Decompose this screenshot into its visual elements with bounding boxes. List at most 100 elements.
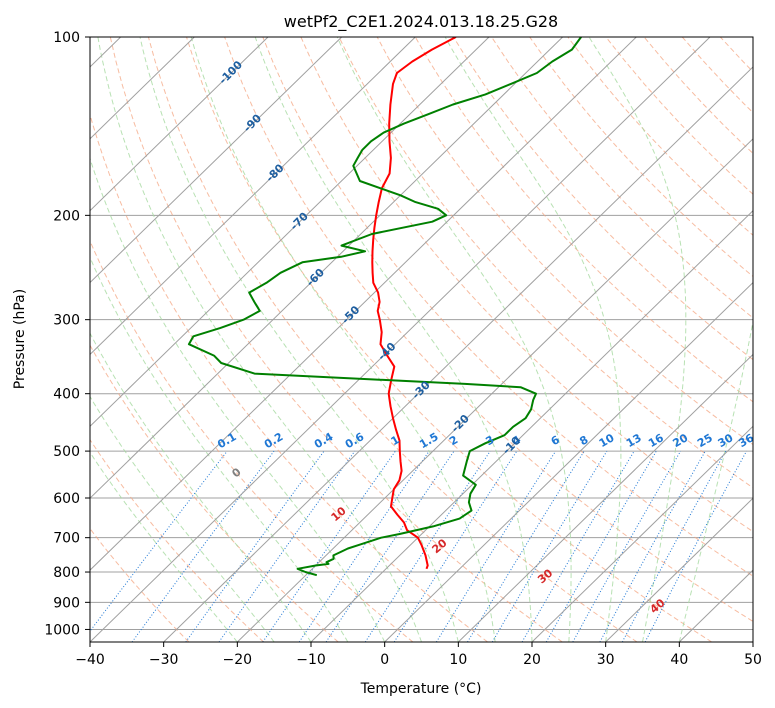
mixing-ratio-line (491, 450, 608, 642)
mixing-ratio-line (262, 450, 396, 642)
mixing-ratio-line (131, 450, 275, 642)
y-tick-label: 700 (53, 531, 80, 547)
plot-area: 0.1 0.2 0.4 0.6 1 1.5 2 3 4 6 8 10 13 16 20 25 30 3601020… (90, 37, 775, 642)
dry-adiabat (300, 37, 753, 533)
dry-adiabat (759, 37, 775, 642)
moist-adiabat (254, 37, 533, 642)
moist-adiabat (97, 37, 422, 642)
moist-adiabat-label: -100 (216, 58, 245, 87)
x-axis-title: Temperature (°C) (360, 681, 482, 697)
dry-adiabat (90, 438, 264, 642)
moist-adiabat (190, 37, 496, 642)
dry-adiabat (567, 37, 753, 236)
dry-adiabat (529, 37, 753, 278)
chart-title: wetPf2_C2E1.2024.013.18.25.G28 (284, 12, 558, 32)
mixing-ratio-label: 8 (577, 433, 590, 448)
y-tick-label: 500 (53, 444, 80, 460)
x-tick-label: −30 (149, 652, 179, 668)
isotherm (163, 66, 753, 642)
x-axis: −40 −30 −20 −10 0 10 20 30 40 50 (75, 642, 762, 668)
dry-adiabat (147, 37, 638, 642)
dry-adiabat-label: 0 (229, 465, 243, 480)
temperature-line (371, 37, 457, 570)
mixing-ratio-line (467, 450, 585, 642)
mixing-ratio-label: 30 (716, 431, 736, 450)
isotherm (90, 37, 490, 428)
isotherm (384, 281, 753, 642)
mixing-ratio-line (599, 450, 706, 642)
mixing-ratio-label: 1.5 (417, 430, 440, 451)
contour-labels: 0.1 0.2 0.4 0.6 1 1.5 2 3 4 6 8 10 13 16 20 25 30 3601020… (215, 58, 756, 616)
y-axis-title: Pressure (hPa) (12, 289, 28, 389)
y-tick-label: 600 (53, 491, 80, 507)
mixing-ratio-label: 36 (736, 431, 756, 450)
y-tick-label: 900 (53, 595, 80, 611)
mixing-ratio-line (545, 450, 657, 642)
isotherm (90, 37, 343, 284)
x-tick-label: 40 (670, 652, 688, 668)
moist-adiabat (336, 37, 572, 642)
mixing-ratio-label: 10 (597, 431, 617, 450)
mixing-ratio-line (185, 450, 325, 642)
isotherm (605, 497, 753, 642)
moist-adiabat (139, 37, 459, 642)
dry-adiabat (90, 112, 488, 642)
mixing-ratio-label: 13 (624, 431, 644, 450)
mixing-ratio-label: 0.1 (215, 430, 238, 451)
isotherm (90, 37, 637, 571)
mixing-ratio-line (621, 450, 727, 642)
moist-adiabat (90, 332, 312, 642)
dry-adiabats (90, 37, 775, 642)
dry-adiabat (491, 37, 753, 319)
y-tick-label: 400 (53, 387, 80, 403)
mixing-ratio-label: 25 (695, 431, 715, 450)
moist-adiabat (90, 156, 386, 642)
x-tick-label: −40 (75, 652, 105, 668)
moist-adiabat (444, 37, 622, 642)
isotherm (90, 37, 564, 499)
isotherm (531, 425, 753, 642)
moist-adiabat (588, 37, 687, 642)
y-axis: 100 200 300 400 500 600 700 800 900 1000 (44, 30, 90, 638)
dry-adiabat (643, 37, 753, 155)
x-tick-label: 10 (449, 652, 467, 668)
y-tick-label: 300 (53, 313, 80, 329)
isotherm (752, 641, 753, 642)
data-series (187, 37, 582, 577)
dry-adiabat (338, 37, 753, 489)
mixing-ratio-line (521, 450, 635, 642)
y-tick-label: 100 (53, 30, 80, 46)
dry-adiabat (719, 37, 753, 73)
mixing-ratio-line (572, 450, 682, 642)
mixing-ratio-label: 20 (670, 431, 690, 450)
mixing-ratio-line (218, 450, 356, 642)
dry-adiabat (109, 37, 563, 642)
x-tick-label: 20 (523, 652, 541, 668)
gridlines (90, 37, 753, 630)
x-tick-label: 30 (597, 652, 615, 668)
isotherm (310, 209, 753, 642)
mixing-ratio-label: 0.4 (312, 430, 336, 451)
isotherm (90, 37, 269, 212)
y-tick-label: 200 (53, 208, 80, 224)
x-tick-label: 50 (744, 652, 762, 668)
moist-adiabat (90, 395, 275, 642)
moist-adiabats (90, 37, 753, 642)
mixing-ratio-line (364, 450, 491, 642)
mixing-ratio-line (393, 450, 518, 642)
dewpoint-line (187, 37, 582, 577)
dry-adiabat (90, 344, 339, 642)
dry-adiabat (376, 37, 753, 446)
moist-adiabat (90, 256, 349, 642)
dry-adiabat (224, 37, 753, 623)
x-tick-label: 0 (380, 652, 389, 668)
plot-frame (89, 36, 754, 643)
isotherms (90, 37, 753, 642)
moist-adiabat (678, 319, 753, 642)
x-tick-label: −20 (223, 652, 253, 668)
dry-adiabat (186, 37, 712, 642)
isotherm (236, 138, 753, 642)
dry-adiabat (262, 37, 753, 577)
y-tick-label: 800 (53, 565, 80, 581)
